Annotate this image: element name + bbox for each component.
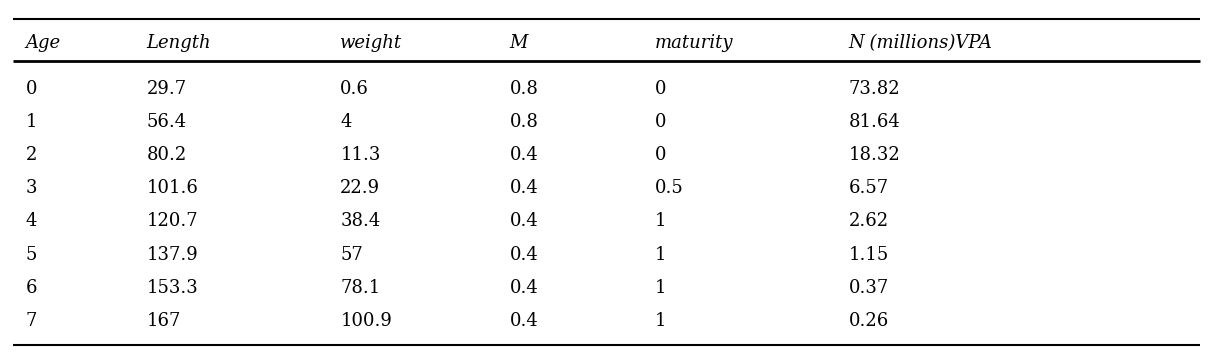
Text: 1.15: 1.15 [849, 246, 889, 264]
Text: 1: 1 [655, 279, 666, 297]
Text: N (millions)VPA: N (millions)VPA [849, 34, 992, 52]
Text: 0.5: 0.5 [655, 179, 684, 197]
Text: 18.32: 18.32 [849, 146, 900, 164]
Text: 78.1: 78.1 [341, 279, 381, 297]
Text: 0.4: 0.4 [509, 246, 539, 264]
Text: 1: 1 [655, 212, 666, 231]
Text: 1: 1 [25, 113, 38, 131]
Text: 137.9: 137.9 [147, 246, 199, 264]
Text: 3: 3 [25, 179, 38, 197]
Text: 56.4: 56.4 [147, 113, 187, 131]
Text: 100.9: 100.9 [341, 312, 392, 330]
Text: 0.4: 0.4 [509, 312, 539, 330]
Text: Age: Age [25, 34, 61, 52]
Text: 1: 1 [655, 312, 666, 330]
Text: 153.3: 153.3 [147, 279, 199, 297]
Text: Length: Length [147, 34, 211, 52]
Text: 0: 0 [655, 80, 666, 98]
Text: 81.64: 81.64 [849, 113, 900, 131]
Text: 4: 4 [341, 113, 352, 131]
Text: 0.8: 0.8 [509, 113, 539, 131]
Text: 120.7: 120.7 [147, 212, 198, 231]
Text: 29.7: 29.7 [147, 80, 187, 98]
Text: 73.82: 73.82 [849, 80, 900, 98]
Text: 0.37: 0.37 [849, 279, 889, 297]
Text: 5: 5 [25, 246, 36, 264]
Text: 0.4: 0.4 [509, 279, 539, 297]
Text: 2.62: 2.62 [849, 212, 889, 231]
Text: 0.4: 0.4 [509, 212, 539, 231]
Text: 0: 0 [655, 113, 666, 131]
Text: 80.2: 80.2 [147, 146, 187, 164]
Text: 101.6: 101.6 [147, 179, 199, 197]
Text: 0.4: 0.4 [509, 179, 539, 197]
Text: 2: 2 [25, 146, 36, 164]
Text: 4: 4 [25, 212, 36, 231]
Text: 1: 1 [655, 246, 666, 264]
Text: M: M [509, 34, 528, 52]
Text: 0.4: 0.4 [509, 146, 539, 164]
Text: 167: 167 [147, 312, 181, 330]
Text: 22.9: 22.9 [341, 179, 381, 197]
Text: 38.4: 38.4 [341, 212, 381, 231]
Text: weight: weight [341, 34, 403, 52]
Text: 57: 57 [341, 246, 363, 264]
Text: 6.57: 6.57 [849, 179, 889, 197]
Text: 6: 6 [25, 279, 38, 297]
Text: 0.26: 0.26 [849, 312, 889, 330]
Text: 11.3: 11.3 [341, 146, 381, 164]
Text: 7: 7 [25, 312, 36, 330]
Text: 0.6: 0.6 [341, 80, 369, 98]
Text: 0.8: 0.8 [509, 80, 539, 98]
Text: 0: 0 [25, 80, 38, 98]
Text: 0: 0 [655, 146, 666, 164]
Text: maturity: maturity [655, 34, 734, 52]
